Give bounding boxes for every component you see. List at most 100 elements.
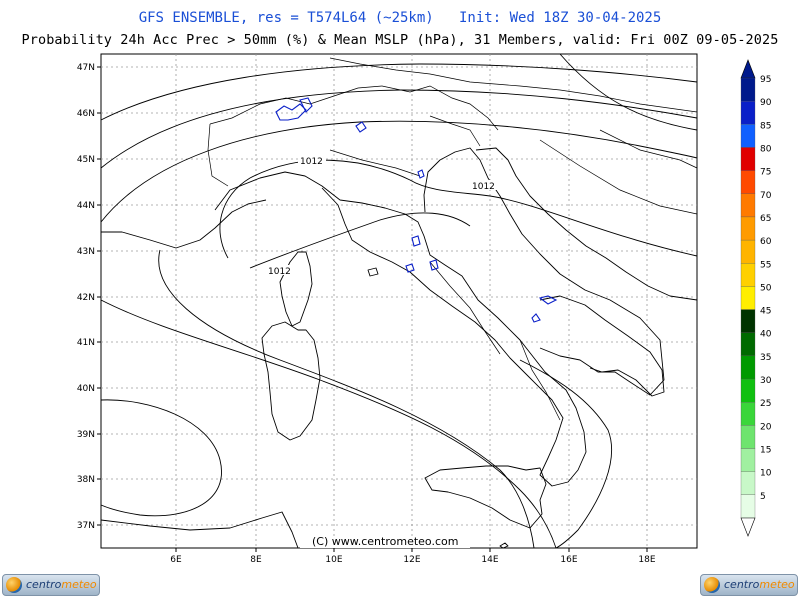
- graticule: [101, 54, 697, 548]
- prob-area-liguria: [417, 169, 425, 179]
- legend-label-90: 90: [760, 98, 772, 108]
- legend-swatch-35: [740, 355, 756, 380]
- legend-swatch-55: [740, 263, 756, 287]
- isobar-1012-north: [100, 120, 698, 223]
- isobars: [100, 53, 698, 549]
- legend-label-25: 25: [760, 399, 771, 409]
- lon-label-10e: 10E: [325, 555, 342, 565]
- coastlines: [100, 147, 698, 549]
- region-lines-3: [519, 339, 561, 421]
- sicily-coastline: [424, 465, 547, 529]
- legend-swatch-5: [740, 494, 756, 519]
- isobar-label-3: 1012: [268, 267, 291, 277]
- lat-label-38n: 38N: [77, 475, 95, 485]
- copyright-text: (C) www.centrometeo.com: [312, 535, 458, 548]
- legend-label-45: 45: [760, 307, 771, 317]
- legend-label-50: 50: [760, 283, 772, 293]
- globe-icon: [6, 577, 22, 593]
- legend-label-85: 85: [760, 121, 771, 131]
- prob-area-tuscany-2: [405, 263, 415, 273]
- alps-border: [209, 85, 499, 131]
- legend-swatch-50: [740, 286, 756, 310]
- balkan-border-2: [599, 129, 698, 169]
- malta-island: [499, 542, 509, 549]
- legend-swatch-65: [740, 216, 756, 241]
- legend-swatch-20: [740, 425, 756, 449]
- lat-label-40n: 40N: [77, 384, 95, 394]
- region-lines-2: [429, 261, 501, 355]
- legend-label-10: 10: [760, 469, 772, 479]
- slovenia-border: [429, 115, 481, 147]
- legend-swatch-10: [740, 471, 756, 495]
- legend-label-65: 65: [760, 214, 771, 224]
- prob-area-alps-1: [275, 103, 307, 121]
- prob-area-tuscany-3: [429, 259, 439, 271]
- legend-label-5: 5: [760, 492, 766, 502]
- apulia-coast: [539, 295, 665, 397]
- lon-label-18e: 18E: [638, 555, 655, 565]
- legend-label-30: 30: [760, 376, 772, 386]
- legend-label-60: 60: [760, 237, 772, 247]
- lat-label-37n: 37N: [77, 521, 95, 531]
- corsica-coastline: [279, 251, 313, 327]
- isobar-low: [100, 399, 222, 517]
- lat-label-47n: 47N: [77, 63, 95, 73]
- legend-label-70: 70: [760, 191, 772, 201]
- legend-swatch-45: [740, 309, 756, 333]
- swiss-border: [207, 123, 229, 187]
- isobar-east: [519, 359, 613, 549]
- lat-label-45n: 45N: [77, 155, 95, 165]
- balkan-coastline: [475, 147, 698, 301]
- lon-label-12e: 12E: [403, 555, 420, 565]
- region-lines-1: [329, 149, 421, 177]
- centrometeo-logo-left: centrometeo: [2, 574, 100, 596]
- lat-label-41n: 41N: [77, 338, 95, 348]
- longitude-labels: 6E 8E 10E 12E 14E 16E 18E: [170, 555, 656, 565]
- prob-area-alps-2: [299, 97, 313, 113]
- lon-label-6e: 6E: [170, 555, 182, 565]
- legend-swatch-90: [740, 101, 756, 125]
- elba-island: [367, 267, 379, 277]
- lon-label-16e: 16E: [560, 555, 577, 565]
- austria-border: [329, 57, 698, 113]
- legend-arrow-top: [740, 59, 756, 79]
- legend-swatch-30: [740, 378, 756, 403]
- lon-label-8e: 8E: [250, 555, 262, 565]
- isobar-1012-inner: [219, 159, 698, 259]
- tunisia-coastline: [100, 511, 299, 549]
- italy-coastline: [214, 171, 587, 487]
- french-coastline: [101, 199, 267, 249]
- prob-area-gargano: [538, 295, 558, 305]
- prob-area-molise: [531, 313, 541, 323]
- legend-arrow-bottom: [740, 517, 756, 537]
- probability-areas: [275, 97, 558, 323]
- axis-ticks: [97, 66, 648, 552]
- legend-label-95: 95: [760, 75, 771, 85]
- lat-label-39n: 39N: [77, 430, 95, 440]
- lat-label-46n: 46N: [77, 109, 95, 119]
- legend-label-20: 20: [760, 422, 772, 432]
- prob-area-alps-3: [355, 121, 367, 133]
- legend-swatch-95: [740, 77, 756, 102]
- lat-label-44n: 44N: [77, 201, 95, 211]
- isobar-1012-south: [249, 212, 471, 269]
- legend-label-55: 55: [760, 260, 771, 270]
- legend-colorbar: 95 90 85 80 75 70 65 60 55 50 45 40 35 30 25 20 15 10 5: [740, 59, 772, 537]
- globe-icon: [704, 577, 720, 593]
- legend-swatch-80: [740, 147, 756, 171]
- isobar-ne: [559, 53, 698, 131]
- lat-label-43n: 43N: [77, 247, 95, 257]
- prob-area-tuscany-1: [411, 235, 421, 247]
- legend-swatch-40: [740, 332, 756, 357]
- legend-swatch-70: [740, 193, 756, 218]
- isobar-west-2: [158, 249, 535, 549]
- title-line-1: GFS ENSEMBLE, res = T574L64 (~25km) Init…: [138, 10, 662, 26]
- isobar-label-1: 1012: [300, 157, 323, 167]
- lon-label-14e: 14E: [481, 555, 498, 565]
- legend-label-80: 80: [760, 144, 772, 154]
- legend-swatch-25: [740, 402, 756, 426]
- legend-label-15: 15: [760, 446, 771, 456]
- adriatic-east-italy: [423, 147, 665, 396]
- title-line-2: Probability 24h Acc Prec > 50mm (%) & Me…: [21, 32, 779, 48]
